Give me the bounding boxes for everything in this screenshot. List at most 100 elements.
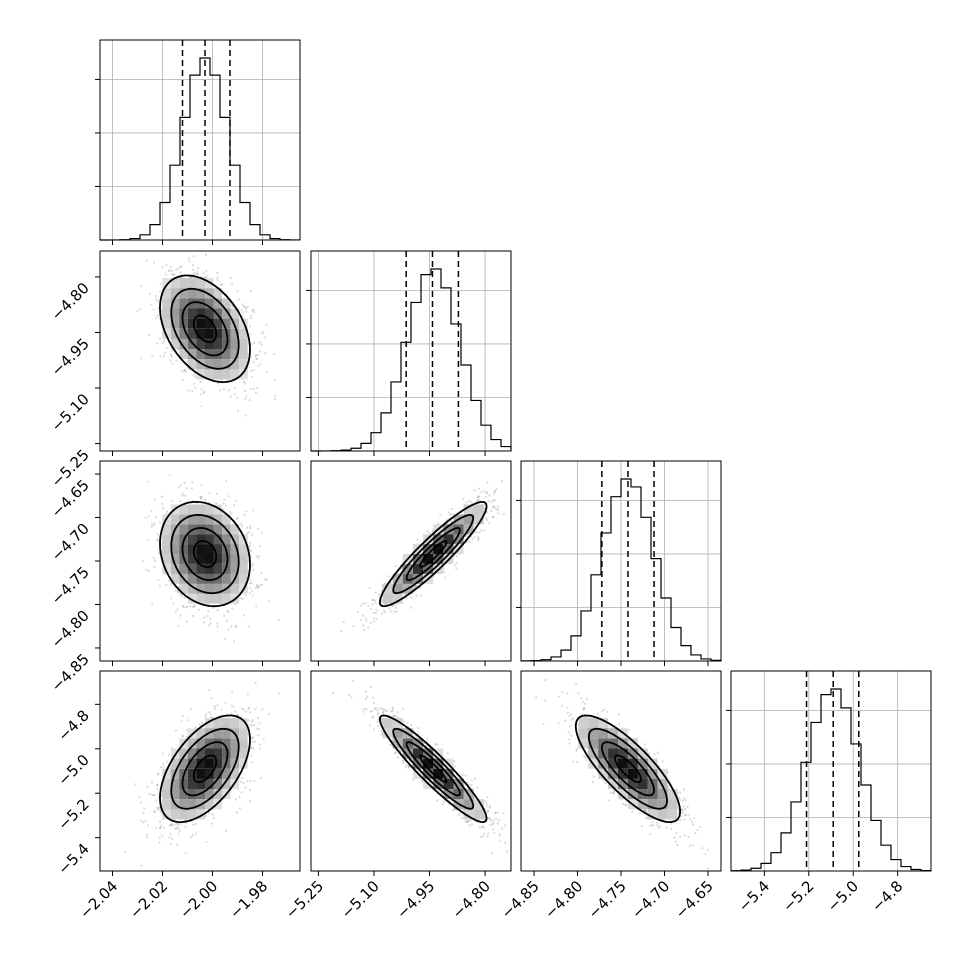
density-cell (382, 593, 393, 604)
sample-point (157, 772, 160, 775)
sample-point (371, 598, 374, 602)
density-cell (205, 288, 214, 299)
sample-point (191, 481, 194, 484)
sample-point (169, 353, 172, 356)
sample-point (495, 488, 498, 491)
sample-point (485, 491, 488, 494)
sample-point (260, 571, 263, 575)
sample-point (251, 590, 254, 593)
sample-point (162, 507, 165, 510)
sample-point (240, 522, 243, 525)
density-cell (179, 349, 188, 360)
sample-point (187, 389, 190, 392)
sample-point (256, 527, 259, 530)
sample-point (497, 505, 500, 508)
sample-point (173, 273, 176, 276)
sample-point (226, 610, 229, 613)
sample-point (199, 495, 202, 499)
sample-point (184, 494, 187, 497)
sample-point (162, 354, 165, 357)
sample-point (419, 586, 422, 590)
sample-point (165, 583, 168, 587)
density-cell (170, 338, 180, 349)
sample-point (209, 617, 212, 620)
density-cell (162, 544, 171, 554)
sample-point (147, 824, 150, 827)
sample-point (249, 527, 252, 530)
density-cell (179, 564, 188, 574)
sample-point (252, 360, 255, 363)
sample-point (260, 583, 263, 586)
density-cell (170, 514, 180, 525)
sample-point (157, 579, 160, 582)
density-cell (196, 278, 205, 289)
density-cell (170, 288, 180, 299)
sample-point (215, 502, 218, 505)
sample-point (222, 502, 225, 505)
sample-point (154, 316, 157, 319)
sample-point (193, 375, 197, 378)
sample-point (219, 389, 222, 392)
sample-point (176, 590, 179, 593)
sample-point (258, 341, 261, 344)
sample-point (374, 599, 377, 602)
sample-point (245, 307, 248, 310)
sample-point (153, 794, 156, 797)
sample-point (410, 596, 413, 599)
sample-point (394, 604, 397, 607)
sample-point (179, 271, 182, 274)
sample-point (443, 570, 446, 574)
sample-point (162, 342, 165, 345)
sample-point (183, 482, 186, 485)
density-cell (187, 288, 197, 299)
sample-point (156, 808, 160, 811)
density-cell (187, 564, 197, 574)
sample-point (247, 719, 250, 722)
density-cell (230, 338, 240, 349)
density-cell (170, 573, 180, 584)
density-cell (187, 349, 197, 360)
sample-point (248, 399, 251, 402)
sample-point (151, 603, 154, 606)
sample-point (249, 333, 252, 336)
sample-point (189, 605, 192, 608)
histogram-panel-4 (726, 670, 932, 876)
sample-point (368, 586, 371, 590)
sample-point (153, 566, 156, 569)
sample-point (192, 268, 195, 271)
density-cell (187, 534, 197, 545)
density-cell (162, 534, 171, 545)
sample-point (243, 614, 246, 617)
density-cell (187, 504, 197, 515)
sample-point (486, 518, 489, 522)
sample-point (176, 267, 179, 270)
sample-point (256, 585, 260, 588)
sample-point (234, 625, 237, 628)
sample-point (473, 536, 476, 539)
sample-point (362, 624, 365, 627)
density-cell (222, 534, 231, 545)
sample-point (252, 369, 255, 372)
sample-point (395, 610, 398, 613)
sample-point (372, 616, 375, 620)
sample-point (181, 492, 185, 495)
sample-point (515, 489, 517, 491)
sample-point (170, 355, 173, 358)
sample-point (184, 606, 188, 609)
sample-point (493, 506, 496, 509)
sample-point (155, 294, 158, 297)
sample-point (380, 612, 383, 616)
sample-point (426, 530, 429, 533)
density-cell (213, 298, 222, 309)
density-cell (213, 328, 222, 339)
sample-point (390, 610, 393, 613)
sample-point (495, 508, 498, 511)
sample-point (229, 395, 232, 398)
sample-point (171, 349, 174, 352)
sample-point (449, 513, 452, 516)
contour-line (181, 301, 229, 357)
histogram-step (99, 57, 301, 241)
sample-point (199, 380, 202, 383)
sample-point (443, 576, 446, 579)
sample-point (257, 353, 260, 356)
